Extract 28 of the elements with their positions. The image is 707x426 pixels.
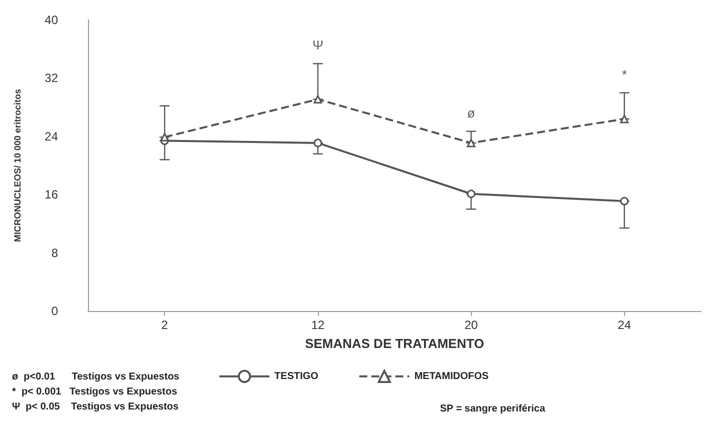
- text: ø p<0.01 Testigos vs Expuestos: [12, 372, 180, 382]
- x-tick-label: 12: [311, 318, 325, 332]
- y-axis-title: MICRONUCLEOS/ 10 000 eritrocitos: [12, 88, 22, 242]
- point: [314, 138, 322, 148]
- annotation: Ψ: [312, 38, 324, 53]
- point: [620, 114, 629, 124]
- y-tick-label: 32: [44, 71, 58, 86]
- y-tick-label: 40: [44, 13, 58, 27]
- y-tick-label: 0: [51, 304, 58, 318]
- annotation: ø: [467, 105, 476, 120]
- text: * p< 0.001 Testigos vs Expuestos: [12, 386, 178, 398]
- legend-label: METAMIDOFOS: [414, 370, 489, 382]
- legend-label: TESTIGO: [274, 370, 319, 382]
- x-axis-title: SEMANAS DE TRATAMENTO: [304, 336, 484, 351]
- point: [160, 132, 169, 142]
- y-tick-label: 24: [44, 129, 58, 144]
- annotation: *: [622, 66, 627, 82]
- point: [466, 138, 476, 148]
- point: [314, 95, 322, 104]
- y-tick-label: 8: [51, 246, 58, 260]
- text: Ψ p< 0.05 Testigos vs Expuestos: [12, 402, 180, 412]
- point: [620, 196, 629, 206]
- x-tick-label: 24: [618, 318, 632, 332]
- x-tick-label: 20: [464, 318, 478, 332]
- y-tick-label: 16: [44, 188, 58, 202]
- point: [466, 190, 476, 198]
- text: SP = sangre periférica: [440, 404, 546, 414]
- x-tick-label: 2: [161, 318, 168, 332]
